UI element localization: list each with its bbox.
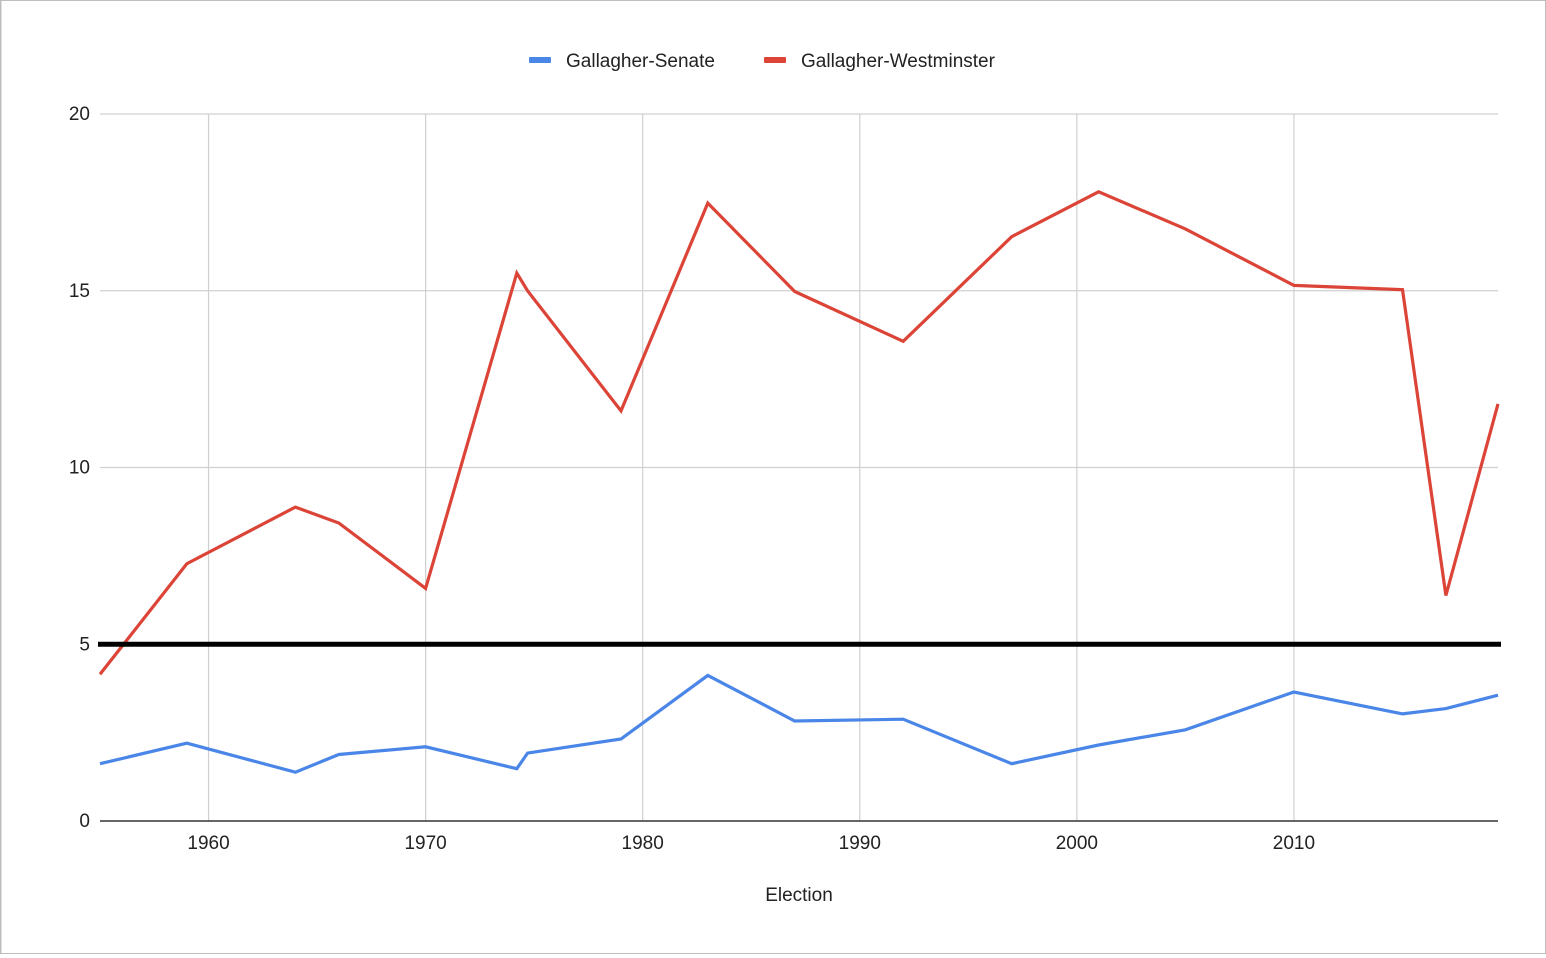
x-tick-label: 2000 [1056, 833, 1098, 854]
axis-layer: 0 5 10 15 20 1960 1970 1980 1990 2000 2010 [69, 104, 1498, 854]
x-tick-label: 1970 [404, 833, 446, 854]
legend-label-westminster[interactable]: Gallagher-Westminster [801, 51, 996, 72]
x-tick-label: 1990 [839, 833, 881, 854]
series-line-gallagher-senate[interactable] [99, 673, 1499, 774]
grid-layer [100, 113, 1498, 821]
y-tick-label: 0 [79, 811, 90, 832]
left-gutter [1, 1, 2, 953]
y-tick-label: 5 [79, 634, 90, 655]
series-line-gallagher-westminster[interactable] [98, 190, 1500, 676]
x-tick-label: 1960 [187, 833, 229, 854]
legend-swatch-senate [529, 57, 551, 63]
legend-swatch-westminster [764, 57, 786, 63]
legend[interactable]: Gallagher-Senate Gallagher-Westminster [529, 51, 996, 72]
legend-label-senate[interactable]: Gallagher-Senate [566, 51, 715, 72]
x-axis-title: Election [765, 885, 833, 906]
y-tick-label: 10 [69, 458, 90, 479]
series-layer [98, 190, 1501, 774]
x-tick-label: 1980 [622, 833, 664, 854]
x-tick-label: 2010 [1273, 833, 1315, 854]
y-tick-label: 15 [69, 281, 90, 302]
y-tick-label: 20 [69, 104, 90, 125]
